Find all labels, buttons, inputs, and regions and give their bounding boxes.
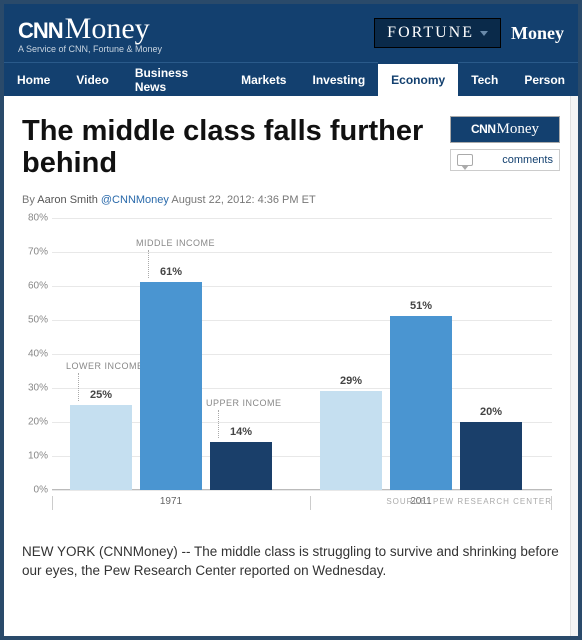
comments-label: comments bbox=[502, 154, 553, 166]
chart-ylabel: 20% bbox=[22, 416, 48, 427]
chart-ylabel: 80% bbox=[22, 212, 48, 223]
chart-category-label: UPPER INCOME bbox=[206, 398, 282, 408]
chart-ylabel: 10% bbox=[22, 450, 48, 461]
chart-gridline bbox=[52, 354, 552, 355]
chart-gridline bbox=[52, 388, 552, 389]
chart-gridline bbox=[52, 320, 552, 321]
chart-bar: 25% bbox=[70, 405, 132, 490]
logo-money-text: Money bbox=[65, 12, 150, 46]
chart-bar-label: 20% bbox=[480, 406, 502, 418]
nav-item-investing[interactable]: Investing bbox=[299, 63, 378, 96]
right-rail bbox=[570, 96, 578, 636]
mini-logo-cnn: CNN bbox=[471, 122, 496, 136]
article-widgets: CNN Money comments bbox=[450, 116, 560, 171]
nav-item-economy[interactable]: Economy bbox=[378, 62, 458, 96]
mini-logo: CNN Money bbox=[450, 116, 560, 143]
nav-item-video[interactable]: Video bbox=[63, 63, 121, 96]
chart-ylabel: 40% bbox=[22, 348, 48, 359]
chart-leader-line bbox=[218, 410, 219, 438]
chart-ylabel: 50% bbox=[22, 314, 48, 325]
fortune-label: FORTUNE bbox=[387, 24, 474, 42]
logo-cnn-text: CNN bbox=[18, 18, 63, 44]
chart-bar: 29% bbox=[320, 391, 382, 490]
byline-handle[interactable]: @CNNMoney bbox=[101, 194, 169, 206]
chart-gridline bbox=[52, 218, 552, 219]
chart-bar-label: 14% bbox=[230, 426, 252, 438]
money-link[interactable]: Money bbox=[511, 23, 564, 44]
article-content: The middle class falls further behind CN… bbox=[4, 96, 578, 591]
mini-logo-money: Money bbox=[497, 121, 540, 138]
chart-gridline bbox=[52, 490, 552, 491]
chart-bar-label: 51% bbox=[410, 300, 432, 312]
income-chart: 0%10%20%30%40%50%60%70%80%25%LOWER INCOM… bbox=[22, 218, 560, 528]
chart-bar: 51% bbox=[390, 316, 452, 489]
logo-main: CNN Money bbox=[18, 12, 162, 46]
comments-button[interactable]: comments bbox=[450, 149, 560, 171]
chart-leader-line bbox=[148, 250, 149, 278]
chart-ylabel: 0% bbox=[22, 484, 48, 495]
page-frame: CNN Money A Service of CNN, Fortune & Mo… bbox=[0, 0, 582, 640]
chart-category-label: LOWER INCOME bbox=[66, 361, 144, 371]
chart-ylabel: 60% bbox=[22, 280, 48, 291]
byline-prefix: By bbox=[22, 194, 35, 206]
chart-category-label: MIDDLE INCOME bbox=[136, 238, 215, 248]
group-divider bbox=[310, 496, 311, 510]
chart-gridline bbox=[52, 252, 552, 253]
byline-author: Aaron Smith bbox=[37, 194, 98, 206]
chart-plot-area: 0%10%20%30%40%50%60%70%80%25%LOWER INCOM… bbox=[52, 218, 552, 490]
article-body: NEW YORK (CNNMoney) -- The middle class … bbox=[22, 542, 560, 581]
fortune-dropdown[interactable]: FORTUNE bbox=[374, 18, 501, 48]
chevron-down-icon bbox=[480, 31, 488, 36]
chart-bar: 14% bbox=[210, 442, 272, 490]
chart-group-label: 1971 bbox=[70, 496, 272, 507]
chart-bar: 61% bbox=[140, 282, 202, 489]
chart-ylabel: 70% bbox=[22, 246, 48, 257]
comment-icon bbox=[457, 154, 473, 166]
nav-item-business-news[interactable]: Business News bbox=[122, 63, 228, 96]
chart-gridline bbox=[52, 286, 552, 287]
nav-item-person[interactable]: Person bbox=[511, 63, 578, 96]
group-divider bbox=[52, 496, 53, 510]
nav-item-tech[interactable]: Tech bbox=[458, 63, 511, 96]
article-headline: The middle class falls further behind bbox=[22, 116, 436, 180]
header-right: FORTUNE Money bbox=[374, 18, 564, 48]
chart-bar-label: 29% bbox=[340, 375, 362, 387]
nav-item-home[interactable]: Home bbox=[4, 63, 63, 96]
logo-tagline: A Service of CNN, Fortune & Money bbox=[18, 44, 162, 54]
chart-ylabel: 30% bbox=[22, 382, 48, 393]
chart-bar-label: 61% bbox=[160, 266, 182, 278]
article-byline: By Aaron Smith @CNNMoney August 22, 2012… bbox=[22, 194, 560, 206]
chart-source: SOURCE: PEW RESEARCH CENTER bbox=[386, 497, 552, 506]
main-nav: HomeVideoBusiness NewsMarketsInvestingEc… bbox=[4, 62, 578, 96]
nav-item-markets[interactable]: Markets bbox=[228, 63, 299, 96]
chart-bar-label: 25% bbox=[90, 389, 112, 401]
byline-timestamp: August 22, 2012: 4:36 PM ET bbox=[171, 194, 315, 206]
site-header: CNN Money A Service of CNN, Fortune & Mo… bbox=[4, 4, 578, 62]
chart-leader-line bbox=[78, 373, 79, 401]
chart-bar: 20% bbox=[460, 422, 522, 490]
site-logo[interactable]: CNN Money A Service of CNN, Fortune & Mo… bbox=[18, 12, 162, 54]
title-row: The middle class falls further behind CN… bbox=[22, 116, 560, 180]
